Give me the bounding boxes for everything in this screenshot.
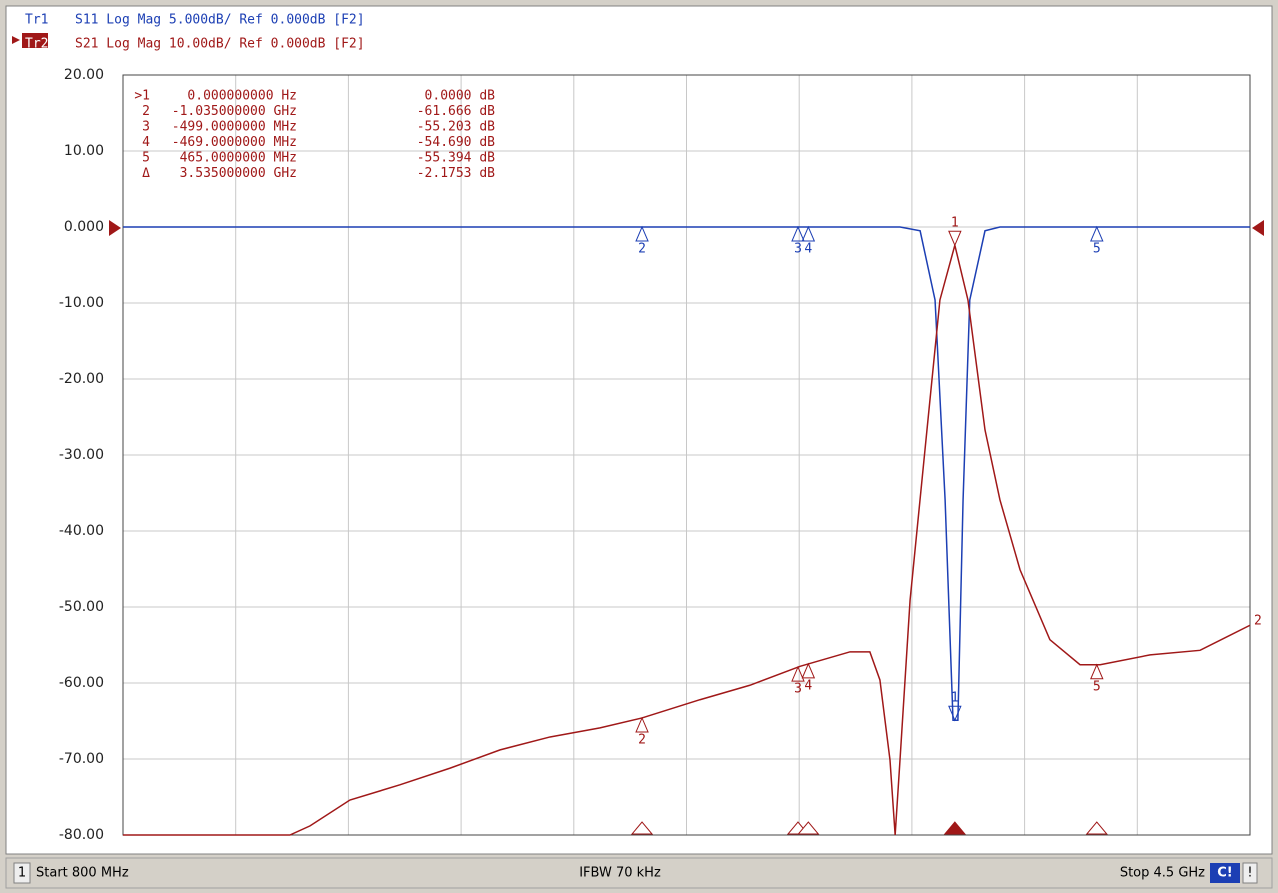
marker-readout: -2.1753 dB [417, 166, 495, 181]
marker-label: 3 [794, 242, 802, 257]
y-tick-label: -80.00 [59, 827, 104, 843]
y-tick-label: -70.00 [59, 751, 104, 767]
marker-readout: 0.0000 dB [425, 89, 496, 104]
y-tick-label: -20.00 [59, 371, 104, 387]
marker-readout: Δ [142, 166, 150, 181]
marker-readout: 0.000000000 Hz [187, 89, 297, 104]
status-bar [5, 857, 1273, 889]
marker-readout: -61.666 dB [417, 104, 495, 119]
y-tick-label: 0.000 [64, 219, 104, 235]
marker-readout: -54.690 dB [417, 135, 495, 150]
ref-arrow-right [1252, 220, 1264, 236]
marker-readout: -55.203 dB [417, 120, 495, 135]
trace-name: Tr2 [25, 37, 48, 52]
marker-readout: 3 [142, 120, 150, 135]
cal-box [1210, 863, 1240, 883]
marker-readout: -1.035000000 GHz [172, 104, 297, 119]
marker-readout: >1 [134, 89, 150, 104]
marker-axis-indicator [943, 821, 966, 835]
ifbw: IFBW 70 kHz [579, 866, 661, 881]
marker-label: 2 [638, 732, 646, 747]
marker-readout: -55.394 dB [417, 151, 495, 166]
channel-box [13, 862, 31, 884]
flag-box [1242, 862, 1258, 884]
cal-status: C! [1217, 866, 1232, 881]
marker-triangle [1090, 225, 1104, 242]
y-tick-label: -50.00 [59, 599, 104, 615]
stop-freq: Stop 4.5 GHz [1120, 866, 1205, 881]
marker-triangle [635, 716, 649, 733]
marker-label: 5 [1093, 242, 1101, 257]
active-trace-badge [22, 33, 48, 48]
trace-line [123, 226, 1250, 721]
trace-setup: S21 Log Mag 10.00dB/ Ref 0.000dB [F2] [75, 37, 365, 52]
marker-triangle [801, 662, 816, 679]
marker-axis-indicator [630, 821, 654, 835]
y-tick-label: -60.00 [59, 675, 104, 691]
y-tick-label: -40.00 [59, 523, 104, 539]
marker-triangle [1090, 663, 1104, 680]
marker-triangle [948, 705, 962, 722]
marker-label: 4 [804, 242, 812, 257]
marker-triangle [791, 225, 805, 242]
start-freq: Start 800 MHz [36, 866, 129, 881]
y-tick-label: -30.00 [59, 447, 104, 463]
marker-readout: 4 [142, 135, 150, 150]
ref-arrow-left [109, 220, 121, 236]
marker-readout: -499.0000000 MHz [172, 120, 297, 135]
marker-readout: 5 [142, 151, 150, 166]
trace-name: Tr1 [25, 13, 48, 28]
marker-triangle [635, 225, 649, 242]
marker-triangle [791, 665, 805, 682]
status-flag: ! [1247, 866, 1252, 881]
marker-triangle [801, 225, 816, 242]
marker-label: 5 [1093, 679, 1101, 694]
plot-frame [122, 74, 1251, 836]
marker-axis-indicator [1085, 821, 1108, 835]
marker-readout: -469.0000000 MHz [172, 135, 297, 150]
y-tick-label: -10.00 [59, 295, 104, 311]
active-trace-arrow [12, 36, 20, 44]
trace-end-label: 2 [1254, 614, 1262, 629]
marker-triangle [948, 230, 962, 247]
marker-label: 1 [951, 216, 959, 231]
trace-setup: S11 Log Mag 5.000dB/ Ref 0.000dB [F2] [75, 13, 365, 28]
marker-readout: 3.535000000 GHz [180, 166, 297, 181]
y-tick-label: 20.00 [64, 67, 104, 83]
marker-label: 3 [794, 682, 802, 697]
marker-label: 1 [951, 691, 959, 706]
trace-line [123, 245, 1251, 836]
marker-label: 4 [804, 678, 812, 693]
marker-readout: 465.0000000 MHz [180, 151, 297, 166]
marker-readout: 2 [142, 104, 150, 119]
marker-label: 2 [638, 242, 646, 257]
y-tick-label: 10.00 [64, 143, 104, 159]
channel: 1 [18, 866, 26, 881]
marker-axis-indicator [797, 821, 820, 835]
